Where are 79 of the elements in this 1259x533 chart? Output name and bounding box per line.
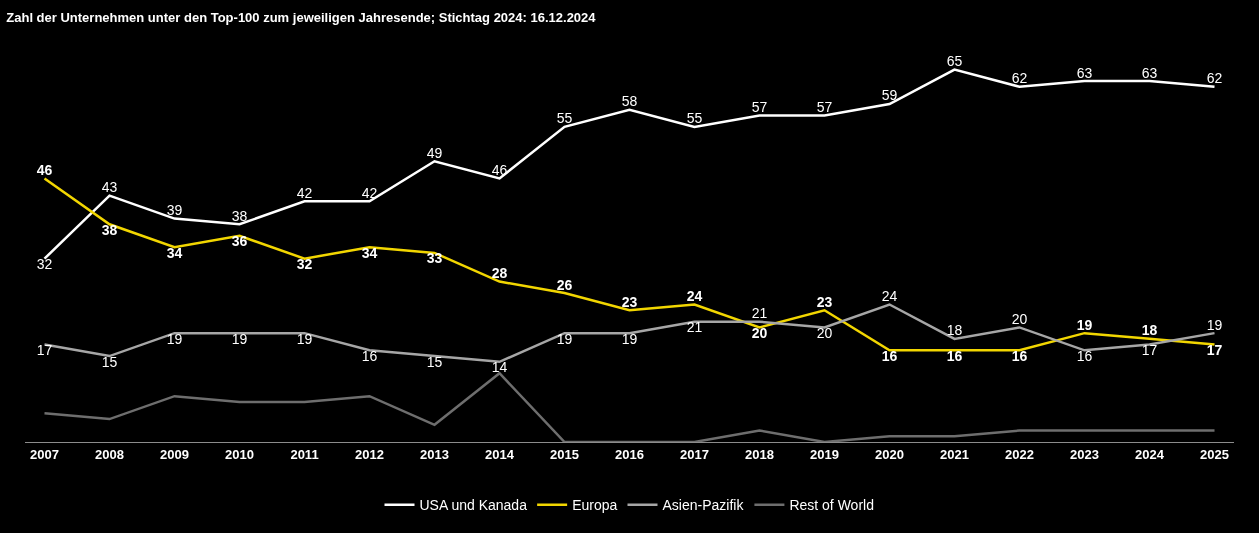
x-tick-label: 2008 xyxy=(95,446,124,462)
data-label: 19 xyxy=(166,330,183,347)
legend-label: Europa xyxy=(572,497,618,514)
data-label: 43 xyxy=(101,179,118,196)
data-label: 19 xyxy=(1206,316,1223,333)
data-label: 20 xyxy=(1011,310,1028,327)
x-tick-label: 2013 xyxy=(420,446,449,462)
x-tick-label: 2009 xyxy=(160,446,189,462)
data-label: 19 xyxy=(556,330,573,347)
data-label: 46 xyxy=(36,161,53,178)
data-label: 24 xyxy=(881,288,898,304)
data-label: 58 xyxy=(621,93,638,110)
data-label: 19 xyxy=(296,330,313,347)
x-tick-label: 2016 xyxy=(615,446,644,462)
data-label: 38 xyxy=(231,207,248,224)
x-tick-label: 2015 xyxy=(550,446,579,462)
data-label: 21 xyxy=(686,319,703,336)
x-tick-label: 2011 xyxy=(290,446,319,462)
data-label: 20 xyxy=(816,324,833,341)
data-label: 57 xyxy=(751,98,768,115)
data-label: 57 xyxy=(816,98,833,115)
data-label: 18 xyxy=(1141,322,1158,339)
x-tick-label: 2021 xyxy=(940,446,969,462)
x-tick-label: 2025 xyxy=(1200,446,1229,462)
data-label: 21 xyxy=(751,305,768,322)
data-label: 28 xyxy=(491,265,508,282)
data-label: 16 xyxy=(881,347,898,364)
data-label: 59 xyxy=(881,87,898,104)
data-label: 23 xyxy=(621,293,638,310)
data-label: 26 xyxy=(556,276,573,293)
data-label: 19 xyxy=(231,330,248,347)
data-label: 17 xyxy=(1141,342,1158,359)
legend-label: Asien-Pazifik xyxy=(662,497,745,514)
data-label: 20 xyxy=(751,324,768,341)
data-label: 19 xyxy=(621,330,638,347)
data-label: 62 xyxy=(1206,70,1223,87)
data-label: 16 xyxy=(361,347,378,364)
chart-title: Zahl der Unternehmen unter den Top-100 zum jeweiligen Jahresende; Stichtag 2024: 16.12.2024 xyxy=(6,10,597,26)
data-label: 65 xyxy=(946,53,963,70)
data-label: 17 xyxy=(36,342,53,359)
x-tick-label: 2019 xyxy=(810,446,839,462)
x-tick-label: 2017 xyxy=(680,446,709,462)
x-tick-label: 2012 xyxy=(355,446,384,462)
x-tick-label: 2018 xyxy=(745,446,774,462)
data-label: 14 xyxy=(491,359,508,376)
data-label: 16 xyxy=(946,347,963,364)
data-label: 38 xyxy=(101,221,118,238)
data-label: 32 xyxy=(296,256,313,273)
data-label: 55 xyxy=(556,110,573,127)
x-tick-label: 2022 xyxy=(1005,446,1034,462)
data-label: 19 xyxy=(1076,316,1093,333)
data-label: 32 xyxy=(36,256,53,273)
data-label: 18 xyxy=(946,322,963,339)
data-label: 55 xyxy=(686,110,703,127)
data-label: 17 xyxy=(1206,342,1223,359)
x-tick-label: 2024 xyxy=(1135,446,1165,462)
data-label: 42 xyxy=(296,184,313,201)
x-tick-label: 2007 xyxy=(30,446,59,462)
data-label: 62 xyxy=(1011,70,1028,87)
data-label: 33 xyxy=(426,250,443,267)
data-label: 16 xyxy=(1076,347,1093,364)
data-label: 15 xyxy=(101,353,118,370)
data-label: 49 xyxy=(426,144,443,161)
data-label: 34 xyxy=(166,244,183,261)
data-label: 16 xyxy=(1011,347,1028,364)
x-tick-label: 2010 xyxy=(225,446,254,462)
data-label: 34 xyxy=(361,244,378,261)
x-tick-label: 2020 xyxy=(875,446,904,462)
x-tick-label: 2014 xyxy=(485,446,515,462)
data-label: 63 xyxy=(1076,64,1093,81)
data-label: 23 xyxy=(816,293,833,310)
x-tick-label: 2023 xyxy=(1070,446,1099,462)
legend-label: USA und Kanada xyxy=(419,497,528,514)
data-label: 24 xyxy=(686,288,703,304)
data-label: 15 xyxy=(426,353,443,370)
data-label: 36 xyxy=(231,233,248,250)
legend-label: Rest of World xyxy=(789,497,874,514)
data-label: 39 xyxy=(166,202,183,219)
data-label: 63 xyxy=(1141,64,1158,81)
